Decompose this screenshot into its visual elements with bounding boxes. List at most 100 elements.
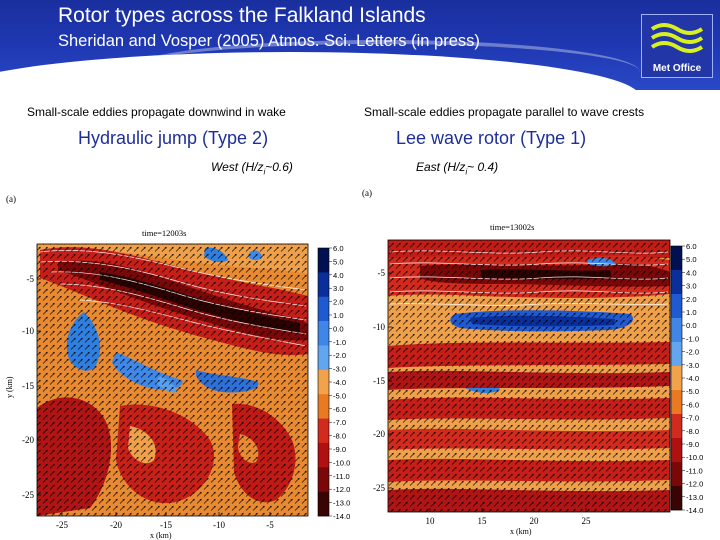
slide-header: Rotor types across the Falkland Islands …	[0, 0, 720, 90]
left-panel: (a) time=12003s -25 -20 -15 -10 -5 -5-10-15-…	[5, 194, 350, 540]
left-time-label: time=12003s	[142, 228, 186, 238]
right-colorbar-segment	[671, 486, 682, 511]
right-y-tick-label: -20	[373, 429, 385, 439]
left-colorbar-segment	[318, 467, 329, 492]
right-direction-sub: i	[465, 167, 468, 177]
right-y-axis: -5 -10 -15 -20 -25	[373, 268, 392, 493]
header-swoosh-highlight	[120, 40, 640, 90]
logo-label: Met Office	[652, 63, 702, 74]
right-direction: East (H/zi~ 0.4)	[416, 160, 498, 176]
right-colorbar-segment	[671, 366, 682, 391]
right-caption: Small-scale eddies propagate parallel to…	[364, 105, 645, 119]
right-colorbar-segment	[671, 318, 682, 343]
left-colorbar-label: -8.0	[333, 432, 346, 441]
left-y-label: y (km)	[5, 376, 14, 398]
right-x-tick-label: 25	[582, 516, 592, 526]
right-colorbar-segment	[671, 342, 682, 367]
right-colorbar-label: -12.0	[686, 480, 703, 489]
right-colorbar-label: 3.0	[686, 282, 697, 291]
right-colorbar-label: -13.0	[686, 493, 703, 502]
right-direction-text: East (H/z	[416, 160, 466, 174]
right-colorbar-label: -6.0	[686, 400, 699, 409]
right-rotor-type: Lee wave rotor (Type 1)	[396, 128, 587, 148]
left-colorbar-label: -13.0	[333, 499, 350, 508]
right-direction-tail: ~ 0.4)	[467, 160, 499, 174]
left-colorbar-label: -7.0	[333, 418, 346, 427]
wave-logo-icon	[650, 23, 704, 53]
right-panel-label: (a)	[362, 188, 372, 198]
left-colorbar-segment	[318, 369, 329, 395]
left-colorbar-label: -2.0	[333, 351, 346, 360]
left-colorbar-label: -4.0	[333, 378, 346, 387]
right-y-tick-label: -15	[373, 376, 385, 386]
right-colorbar-label: -4.0	[686, 374, 699, 383]
right-y-tick-label: -5	[378, 268, 386, 278]
right-colorbar-segment	[671, 414, 682, 439]
left-colorbar-label: 1.0	[333, 311, 344, 320]
left-x-tick-label: -10	[213, 520, 225, 530]
right-panel: (a) time=13002s 10 15 20 25 -5-10-15-20-25 …	[362, 188, 703, 536]
left-colorbar-label: 3.0	[333, 284, 344, 293]
left-direction-text: West (H/z	[211, 160, 264, 174]
left-colorbar-segment	[318, 418, 329, 444]
slide-subtitle: Sheridan and Vosper (2005) Atmos. Sci. L…	[58, 32, 480, 50]
right-y-tick-label: -25	[373, 483, 385, 493]
right-colorbar-label: 2.0	[686, 295, 697, 304]
left-colorbar-label: -3.0	[333, 365, 346, 374]
slide-title: Rotor types across the Falkland Islands	[58, 4, 426, 27]
left-colorbar-label: -5.0	[333, 391, 346, 400]
right-x-tick-label: 20	[530, 516, 540, 526]
left-colorbar-segment	[318, 321, 329, 346]
right-colorbar-segment	[671, 246, 682, 271]
left-colorbar-label: 5.0	[333, 257, 344, 266]
left-colorbar-segment	[318, 272, 329, 298]
left-x-tick-label: -20	[110, 520, 122, 530]
left-colorbar-segment	[318, 296, 329, 322]
right-x-tick-label: 10	[426, 516, 436, 526]
left-field	[37, 244, 308, 516]
right-colorbar-label: -2.0	[686, 348, 699, 357]
left-colorbar-label: 4.0	[333, 271, 344, 280]
left-direction: West (H/zi~0.6)	[211, 160, 293, 176]
left-y-tick-label: -5	[27, 274, 35, 284]
right-colorbar-label: 1.0	[686, 308, 697, 317]
left-y-axis: -5 -10 -15 -20 -25	[22, 274, 41, 500]
right-colorbar-label: -3.0	[686, 361, 699, 370]
right-y-tick-label: -10	[373, 322, 385, 332]
left-x-axis: -25 -20 -15 -10 -5	[56, 512, 274, 530]
right-colorbar-label: -10.0	[686, 453, 703, 462]
right-colorbar: 6.0 5.0 4.0 3.0 2.0 1.0 0.0 -1.0 -2.0 -3.0 -4.0 -5.…	[670, 242, 703, 515]
left-direction-tail: ~0.6)	[265, 160, 293, 174]
left-colorbar-segment	[318, 442, 329, 468]
right-x-tick-label: 15	[478, 516, 488, 526]
right-colorbar-label: 4.0	[686, 268, 697, 277]
left-colorbar-label: -10.0	[333, 458, 350, 467]
right-time-label: time=13002s	[490, 222, 534, 232]
left-colorbar-label: -12.0	[333, 485, 350, 494]
left-colorbar-label: -6.0	[333, 405, 346, 414]
right-colorbar-label: -5.0	[686, 387, 699, 396]
left-colorbar-segment	[318, 394, 329, 419]
right-colorbar-segment	[671, 462, 682, 487]
right-colorbar-segment	[671, 294, 682, 319]
right-colorbar-segment	[671, 390, 682, 415]
right-colorbar-label: -7.0	[686, 414, 699, 423]
left-y-tick-label: -15	[22, 381, 34, 391]
left-y-tick-label: -20	[22, 435, 34, 445]
right-colorbar-label: -11.0	[686, 466, 703, 475]
left-colorbar-segment	[318, 491, 329, 517]
left-colorbar-label: 0.0	[333, 324, 344, 333]
left-direction-sub: i	[263, 167, 266, 177]
right-colorbar-label: -1.0	[686, 334, 699, 343]
met-office-logo: Met Office	[641, 14, 713, 78]
right-colorbar-label: -9.0	[686, 440, 699, 449]
right-colorbar-label: -14.0	[686, 506, 703, 515]
left-x-tick-label: -25	[56, 520, 68, 530]
left-colorbar-segment	[318, 345, 329, 371]
right-colorbar-label: -8.0	[686, 427, 699, 436]
left-panel-label: (a)	[6, 194, 16, 204]
right-x-label: x (km)	[510, 527, 532, 536]
right-colorbar-segment	[671, 438, 682, 463]
left-colorbar: 6.0 5.0 4.0 3.0 2.0 1.0 0.0 -1.0 -2.0 -3.0 -4.0 -5.…	[317, 244, 350, 521]
left-colorbar-label: -14.0	[333, 512, 350, 521]
